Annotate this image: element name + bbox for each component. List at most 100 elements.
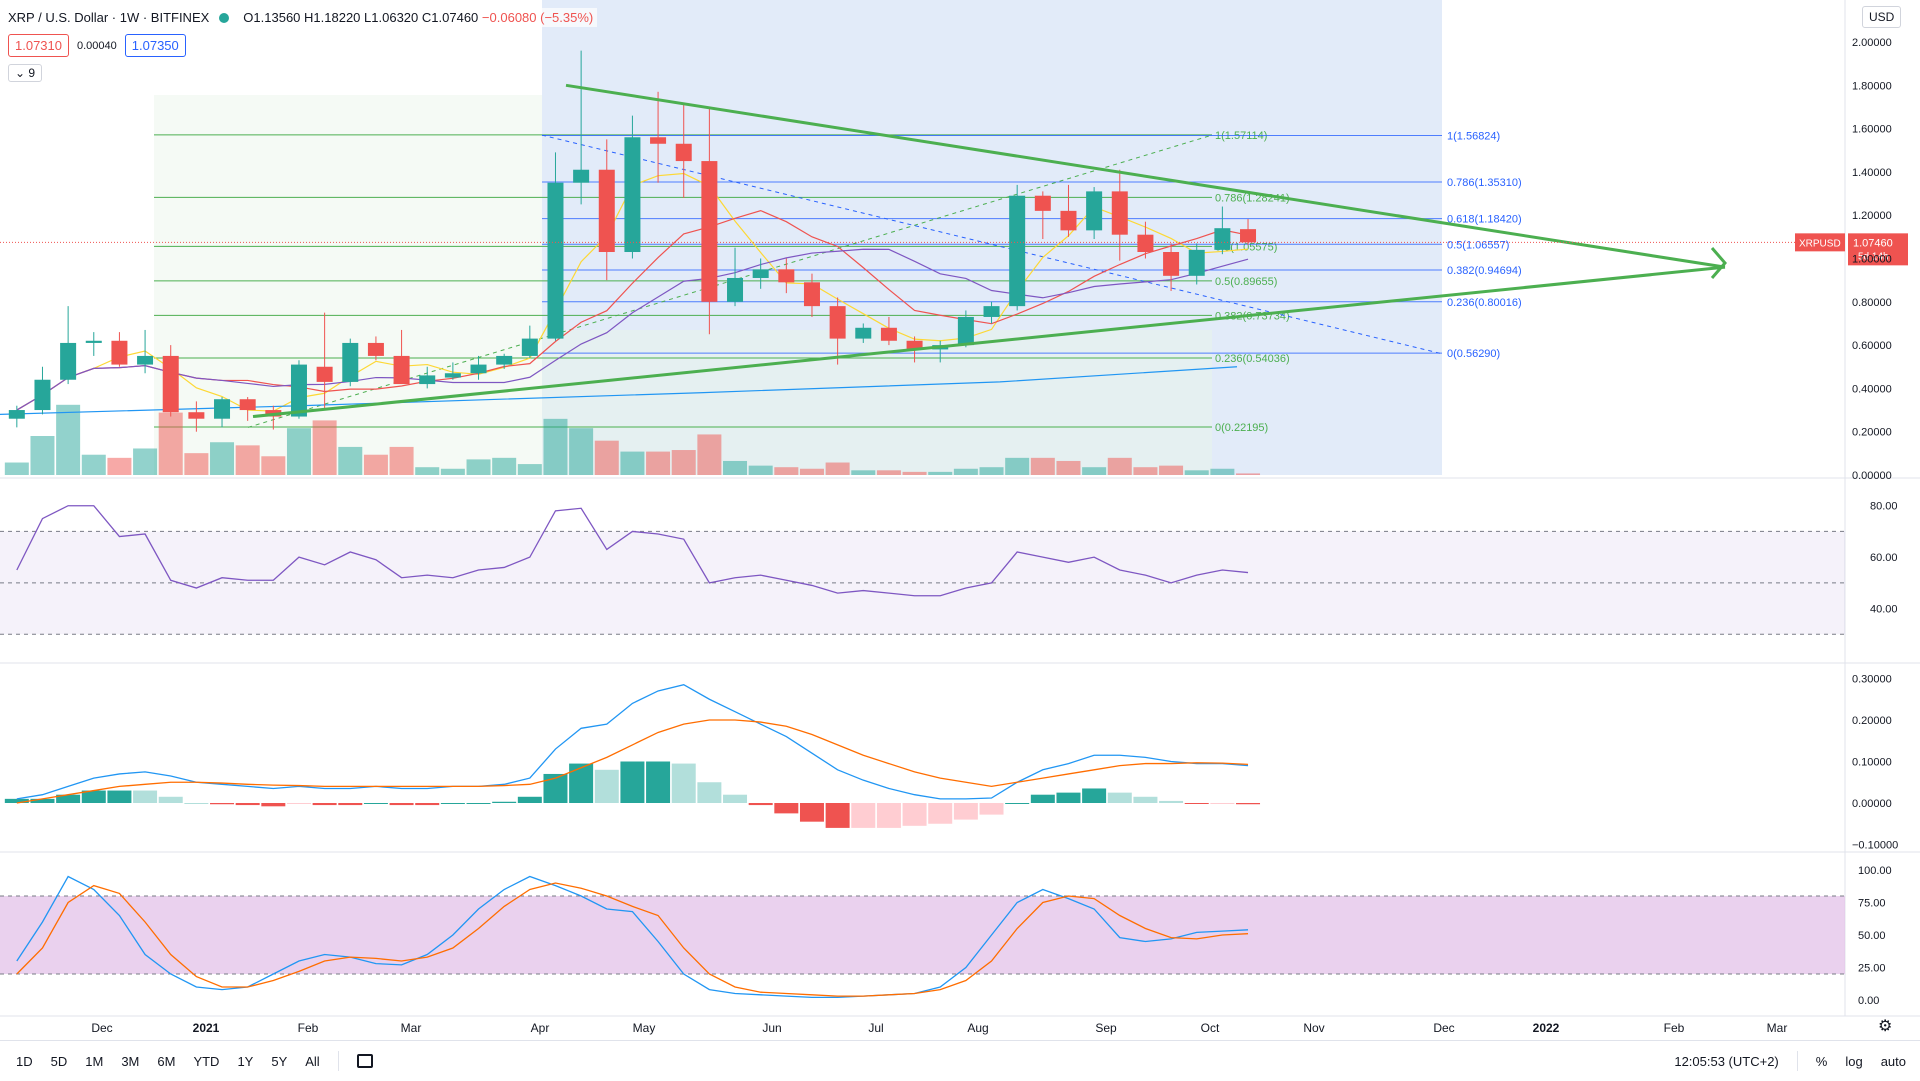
time-axis-label: Nov: [1303, 1021, 1324, 1035]
calendar-icon[interactable]: [356, 1054, 373, 1068]
timeframe-3m[interactable]: 3M: [121, 1053, 140, 1069]
fib-right-label: 0.618(1.18420): [1447, 214, 1522, 226]
candle-body: [85, 340, 102, 343]
candle-body: [727, 277, 744, 302]
volume-bar: [1107, 457, 1132, 475]
volume-bar: [1210, 468, 1235, 475]
macd-histogram-bar: [851, 803, 876, 828]
volume-bar: [210, 442, 235, 475]
fib-left-label: 0(0.22195): [1215, 422, 1268, 434]
fib-right-label: 0(0.56290): [1447, 348, 1500, 360]
macd-tick-label: −0.10000: [1852, 840, 1898, 852]
spread-value: 0.00040: [77, 39, 117, 52]
price-tick-label: 1.20000: [1852, 210, 1892, 222]
time-axis-label: May: [633, 1021, 656, 1035]
macd-histogram-bar: [697, 782, 722, 803]
macd-histogram-bar: [902, 803, 927, 826]
macd-histogram-bar: [825, 803, 850, 828]
volume-bar: [415, 467, 440, 475]
candle-body: [239, 399, 256, 411]
candle-body: [1188, 249, 1205, 276]
volume-bar: [1133, 467, 1158, 475]
candle-body: [803, 282, 820, 307]
macd-histogram-bar: [158, 796, 183, 803]
macd-histogram-bar: [876, 803, 901, 828]
candle-body: [650, 137, 667, 144]
timeframe-1d[interactable]: 1D: [16, 1053, 33, 1069]
volume-bar: [953, 468, 978, 475]
currency-select[interactable]: USD: [1862, 6, 1902, 28]
candle-body: [906, 340, 923, 350]
timeframe-all[interactable]: All: [305, 1053, 320, 1069]
chart-canvas[interactable]: 1(1.57114)0.786(1.28241)0.5(1.05575)0.5(…: [0, 0, 1920, 1040]
volume-bar: [56, 404, 81, 475]
bottom-toolbar: 1D 5D 1M 3M 6M YTD 1Y 5Y All 12:05:53 (U…: [0, 1040, 1920, 1081]
candle-body: [1214, 228, 1231, 250]
macd-tick-label: 0.20000: [1852, 715, 1892, 727]
macd-histogram-bar: [1107, 792, 1132, 803]
timeframe-1m[interactable]: 1M: [85, 1053, 104, 1069]
price-badge-countdown: 5d 14h: [1858, 251, 1889, 262]
candle-body: [855, 327, 872, 339]
macd-histogram-bar: [107, 790, 132, 803]
macd-histogram-bar: [671, 763, 696, 803]
auto-scale-toggle[interactable]: auto: [1880, 1053, 1906, 1069]
indicators-toggle-button[interactable]: ⌄ 9: [8, 64, 43, 82]
macd-histogram-bar: [492, 801, 517, 803]
low-value: L1.06320: [364, 10, 419, 25]
candle-body: [957, 316, 974, 346]
stoch-k-line: [16, 875, 1249, 999]
timeframe-5d[interactable]: 5D: [50, 1053, 68, 1069]
volume-bar: [133, 448, 158, 475]
volume-bar: [799, 468, 824, 475]
sell-price-button[interactable]: 1.07310: [8, 34, 69, 57]
stoch-band: [0, 896, 1845, 974]
volume-bar: [902, 471, 927, 475]
fib-right-label: 0.236(0.80016): [1447, 297, 1522, 309]
candle-body: [367, 342, 384, 356]
volume-bar: [697, 434, 722, 475]
timeframe-5y[interactable]: 5Y: [271, 1053, 288, 1069]
time-axis-label: Jun: [762, 1021, 781, 1035]
time-axis-label: Mar: [1767, 1021, 1788, 1035]
candle-body: [521, 338, 538, 356]
gear-icon[interactable]: ⚙: [1878, 1018, 1893, 1035]
upper-trendline: [565, 83, 1726, 269]
volume-bar: [1236, 473, 1261, 475]
clock-display[interactable]: 12:05:53 (UTC+2): [1674, 1053, 1779, 1069]
macd-histogram-bar: [1005, 803, 1030, 804]
time-axis-label: Sep: [1095, 1021, 1117, 1035]
buy-price-button[interactable]: 1.07350: [124, 34, 186, 57]
volume-bar: [235, 445, 260, 475]
price-tick-label: 0.40000: [1852, 383, 1892, 395]
macd-histogram-bar: [133, 790, 158, 803]
macd-histogram-bar: [1184, 803, 1209, 804]
candle-body: [1009, 195, 1026, 307]
volume-bar: [825, 462, 850, 475]
candle-body: [470, 364, 487, 374]
macd-histogram-bar: [286, 803, 311, 804]
moving-average-line: [16, 248, 1249, 411]
log-scale-toggle[interactable]: log: [1845, 1053, 1863, 1069]
candle-body: [983, 306, 1000, 317]
candle-body: [496, 355, 513, 365]
volume-bar: [312, 420, 337, 475]
symbol-title[interactable]: XRP / U.S. Dollar · 1W · BITFINEX: [8, 10, 210, 25]
macd-line: [16, 684, 1249, 800]
fib-left-zone: [154, 95, 542, 475]
timeframe-1y[interactable]: 1Y: [237, 1053, 254, 1069]
timeframe-ytd[interactable]: YTD: [193, 1053, 220, 1069]
percent-scale-toggle[interactable]: %: [1815, 1053, 1828, 1069]
symbol-badge-label: XRPUSD: [1799, 238, 1841, 249]
candle-body: [598, 169, 615, 253]
volume-bar: [440, 468, 465, 475]
macd-histogram-bar: [1159, 800, 1184, 803]
macd-histogram-bar: [799, 803, 824, 822]
candle-body: [778, 269, 795, 283]
volume-bar: [646, 451, 671, 475]
volume-bar: [30, 436, 55, 475]
candle-body: [1086, 191, 1103, 231]
timeframe-6m[interactable]: 6M: [157, 1053, 176, 1069]
candle-body: [752, 269, 769, 278]
macd-histogram-bar: [235, 803, 260, 806]
